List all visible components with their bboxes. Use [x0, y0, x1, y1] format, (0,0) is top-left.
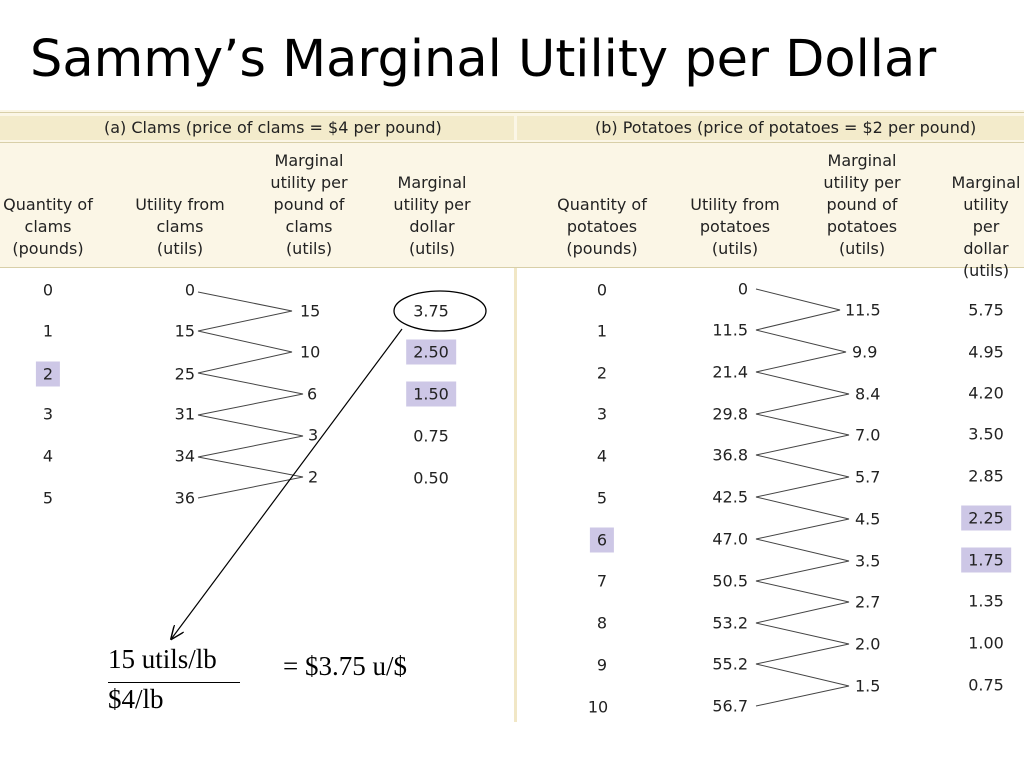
clams-qty-cell-highlighted: 2 — [35, 361, 61, 387]
potatoes-mu-dollar-cell: 5.75 — [968, 300, 1004, 320]
clams-utility-cell: 36 — [174, 488, 195, 508]
potatoes-mu-pound-cell: 11.5 — [845, 300, 881, 320]
clams-section-label: (a) Clams (price of clams = $4 per pound… — [104, 118, 442, 137]
potatoes-mu-dollar-cell-highlighted: 2.25 — [961, 505, 1011, 531]
clams-qty-cell: 3 — [42, 404, 54, 424]
potatoes-qty-cell: 9 — [596, 655, 608, 675]
clams-qty-cell: 5 — [42, 488, 54, 508]
potatoes-mu-pound-cell: 4.5 — [855, 509, 881, 529]
potatoes-mu-dollar-cell: 1.35 — [968, 591, 1004, 611]
potatoes-mu-pound-cell: 9.9 — [852, 342, 878, 362]
potatoes-mu-pound-cell: 1.5 — [855, 676, 881, 696]
clams-section-bar: (a) Clams (price of clams = $4 per pound… — [0, 116, 514, 140]
potatoes-qty-cell: 3 — [596, 404, 608, 424]
potatoes-qty-cell: 1 — [596, 321, 608, 341]
potatoes-qty-cell: 10 — [587, 697, 609, 717]
slide-title: Sammy’s Marginal Utility per Dollar — [30, 30, 937, 89]
utility-table: (a) Clams (price of clams = $4 per pound… — [0, 110, 1024, 722]
potatoes-utility-cell: 11.5 — [712, 320, 748, 340]
potatoes-qty-cell: 5 — [596, 488, 608, 508]
formula-result: = $3.75 u/$ — [283, 651, 407, 681]
potatoes-qty-cell: 0 — [596, 280, 608, 300]
potatoes-utility-cell: 29.8 — [712, 404, 748, 424]
potatoes-header-mu-per-pound: Marginal utility per pound of potatoes (… — [823, 151, 901, 258]
potatoes-mu-dollar-cell: 4.20 — [968, 383, 1004, 403]
potatoes-section-bar: (b) Potatoes (price of potatoes = $2 per… — [517, 116, 1024, 140]
clams-utility-cell: 31 — [174, 404, 195, 424]
clams-mu-pound-cell: 15 — [300, 301, 321, 321]
potatoes-mu-dollar-cell: 0.75 — [968, 675, 1004, 695]
top-rule — [0, 112, 1024, 113]
potatoes-header-quantity: Quantity of potatoes (pounds) — [557, 195, 647, 258]
potatoes-utility-cell: 42.5 — [712, 487, 748, 507]
column-divider — [514, 268, 517, 722]
potatoes-mu-pound-cell: 5.7 — [855, 467, 881, 487]
potatoes-utility-cell: 50.5 — [712, 571, 748, 591]
potatoes-mu-dollar-cell: 2.85 — [968, 466, 1004, 486]
potatoes-qty-cell: 8 — [596, 613, 608, 633]
potatoes-header-mu-per-dollar: Marginal utility per dollar (utils) — [951, 173, 1021, 280]
section-rule — [0, 142, 1024, 143]
clams-qty-cell: 0 — [42, 280, 54, 300]
potatoes-qty-cell: 2 — [596, 363, 608, 383]
potatoes-mu-dollar-cell: 3.50 — [968, 424, 1004, 444]
clams-mu-pound-cell: 6 — [307, 384, 318, 404]
clams-utility-cell: 15 — [174, 321, 195, 341]
clams-header-mu-per-dollar: Marginal utility per dollar (utils) — [393, 173, 471, 258]
clams-mu-dollar-cell-highlighted: 2.50 — [406, 339, 456, 365]
fraction-bar — [108, 682, 240, 683]
clams-mu-dollar-cell: 0.50 — [413, 468, 449, 488]
clams-header-mu-per-pound: Marginal utility per pound of clams (uti… — [270, 151, 348, 258]
potatoes-qty-cell-highlighted: 6 — [589, 527, 615, 553]
formula-denominator: $4/lb — [108, 684, 164, 714]
potatoes-mu-pound-cell: 8.4 — [855, 384, 881, 404]
potatoes-mu-pound-cell: 2.0 — [855, 634, 881, 654]
potatoes-mu-pound-cell: 7.0 — [855, 425, 881, 445]
potatoes-utility-cell: 53.2 — [712, 613, 748, 633]
potatoes-utility-cell: 21.4 — [712, 362, 748, 382]
potatoes-utility-cell: 47.0 — [712, 529, 748, 549]
clams-mu-dollar-cell: 0.75 — [413, 426, 449, 446]
clams-qty-cell: 1 — [42, 321, 54, 341]
potatoes-qty-cell: 4 — [596, 446, 608, 466]
potatoes-utility-cell: 55.2 — [712, 654, 748, 674]
clams-mu-pound-cell: 3 — [308, 425, 319, 445]
potatoes-mu-dollar-cell: 1.00 — [968, 633, 1004, 653]
potatoes-mu-pound-cell: 3.5 — [855, 551, 881, 571]
clams-utility-cell: 25 — [174, 364, 195, 384]
clams-mu-pound-cell: 2 — [308, 467, 319, 487]
potatoes-header-utility: Utility from potatoes (utils) — [690, 195, 780, 258]
clams-mu-dollar-cell-circled: 3.75 — [413, 301, 449, 321]
clams-header-utility: Utility from clams (utils) — [135, 195, 225, 258]
clams-qty-cell: 4 — [42, 446, 54, 466]
potatoes-utility-cell: 0 — [737, 279, 748, 299]
clams-utility-cell: 0 — [184, 280, 195, 300]
formula-numerator: 15 utils/lb — [108, 644, 217, 674]
clams-mu-dollar-cell-highlighted: 1.50 — [406, 381, 456, 407]
potatoes-mu-dollar-cell: 4.95 — [968, 342, 1004, 362]
clams-utility-cell: 34 — [174, 446, 195, 466]
potatoes-section-label: (b) Potatoes (price of potatoes = $2 per… — [595, 118, 977, 137]
potatoes-mu-pound-cell: 2.7 — [855, 592, 881, 612]
clams-mu-pound-cell: 10 — [300, 342, 321, 362]
potatoes-utility-cell: 36.8 — [712, 445, 748, 465]
clams-header-quantity: Quantity of clams (pounds) — [3, 195, 93, 258]
potatoes-mu-dollar-cell-highlighted: 1.75 — [961, 547, 1011, 573]
potatoes-qty-cell: 7 — [596, 571, 608, 591]
header-rule — [0, 267, 1024, 268]
potatoes-utility-cell: 56.7 — [712, 696, 748, 716]
